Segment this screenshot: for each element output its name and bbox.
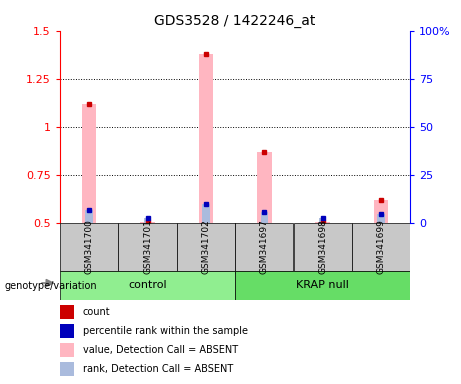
Text: control: control: [128, 280, 167, 290]
Bar: [85, 210, 93, 223]
Bar: [294, 223, 352, 271]
Text: GSM341697: GSM341697: [260, 220, 269, 274]
Bar: [118, 223, 177, 271]
Bar: [177, 223, 235, 271]
Bar: [60, 305, 74, 319]
Bar: [257, 152, 272, 223]
Text: GSM341701: GSM341701: [143, 220, 152, 274]
Text: count: count: [83, 307, 111, 317]
Bar: [60, 223, 118, 271]
Text: GSM341698: GSM341698: [318, 220, 327, 274]
Bar: [235, 223, 293, 271]
Text: GSM341702: GSM341702: [201, 220, 210, 274]
Text: percentile rank within the sample: percentile rank within the sample: [83, 326, 248, 336]
Bar: [199, 54, 213, 223]
Bar: [315, 222, 330, 223]
Text: GSM341699: GSM341699: [377, 220, 385, 274]
Bar: [82, 104, 96, 223]
Bar: [378, 214, 385, 223]
Text: GSM341700: GSM341700: [85, 220, 94, 274]
Text: KRAP null: KRAP null: [296, 280, 349, 290]
Bar: [140, 222, 155, 223]
Bar: [202, 205, 210, 223]
Bar: [235, 271, 410, 300]
Bar: [60, 271, 235, 300]
Title: GDS3528 / 1422246_at: GDS3528 / 1422246_at: [154, 14, 316, 28]
Text: genotype/variation: genotype/variation: [5, 281, 97, 291]
Text: rank, Detection Call = ABSENT: rank, Detection Call = ABSENT: [83, 364, 233, 374]
Bar: [60, 324, 74, 338]
Text: value, Detection Call = ABSENT: value, Detection Call = ABSENT: [83, 345, 238, 355]
Bar: [60, 343, 74, 357]
Bar: [60, 362, 74, 376]
Bar: [319, 218, 326, 223]
Bar: [352, 223, 410, 271]
Bar: [260, 212, 268, 223]
Bar: [144, 218, 151, 223]
Bar: [374, 200, 388, 223]
